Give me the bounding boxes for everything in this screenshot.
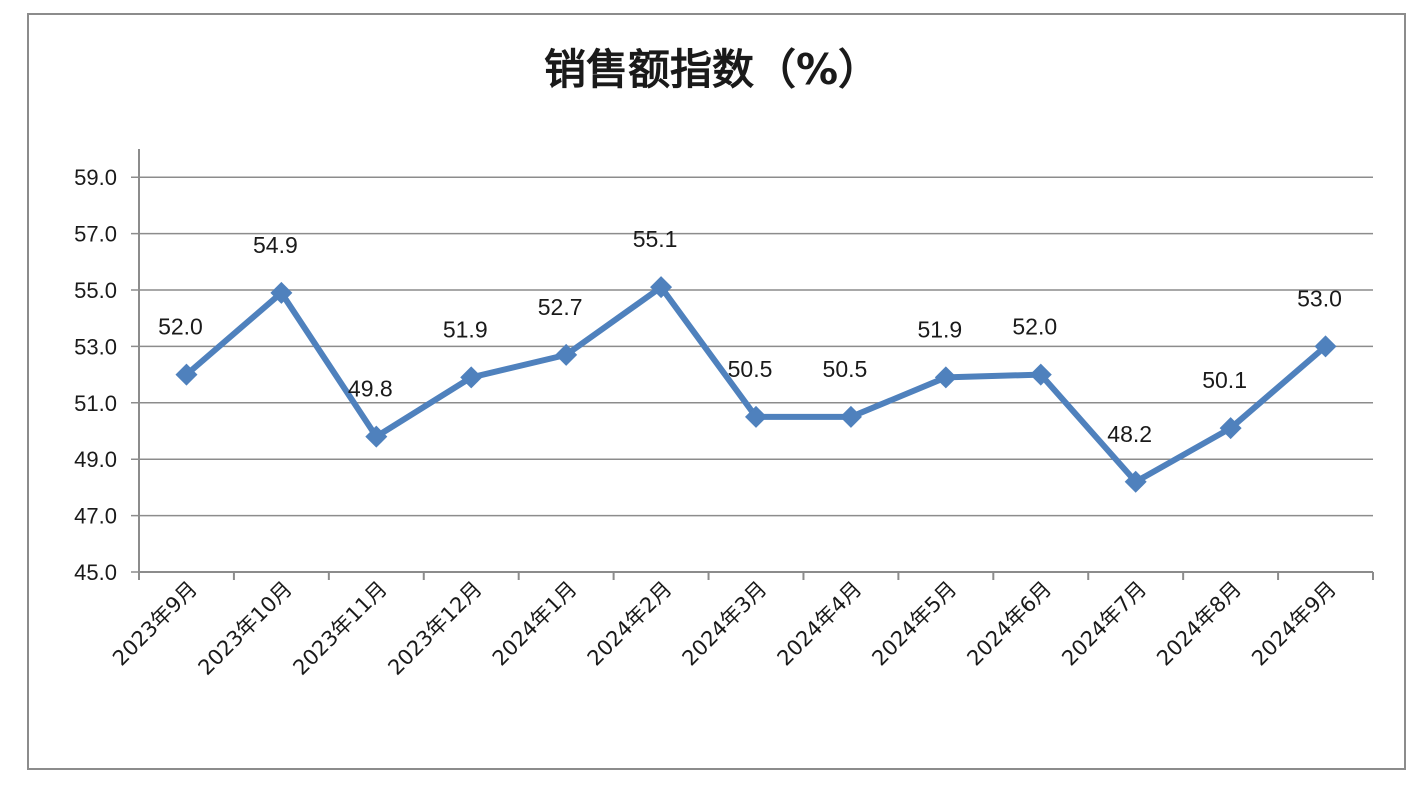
x-tick-label: 2024年5月 (867, 577, 961, 671)
x-tick-label: 2023年10月 (194, 577, 297, 680)
data-label: 52.0 (1012, 314, 1057, 340)
data-label: 49.8 (348, 376, 393, 402)
data-label: 50.1 (1202, 367, 1247, 393)
y-tick-label: 47.0 (74, 504, 117, 529)
data-point-marker (839, 405, 862, 428)
data-point-marker (934, 366, 957, 389)
data-label: 48.2 (1107, 421, 1152, 447)
x-tick-label: 2024年3月 (678, 577, 772, 671)
chart-title: 销售额指数（%） (544, 45, 880, 94)
data-point-marker (555, 343, 578, 366)
data-label: 55.1 (633, 226, 678, 252)
x-tick-label: 2024年1月 (488, 577, 582, 671)
data-point-marker (1124, 470, 1147, 493)
chart-frame (27, 13, 1406, 770)
data-point-marker (460, 366, 483, 389)
x-tick-label: 2023年9月 (108, 577, 202, 671)
data-label: 54.9 (253, 232, 298, 258)
data-point-marker (175, 363, 198, 386)
data-label: 52.7 (538, 294, 583, 320)
data-label: 52.0 (158, 314, 203, 340)
data-point-marker (745, 405, 767, 428)
x-tick-label: 2024年6月 (962, 577, 1056, 671)
x-tick-label: 2024年8月 (1152, 577, 1246, 671)
y-tick-label: 55.0 (74, 278, 117, 303)
y-tick-label: 57.0 (74, 222, 117, 247)
x-tick-label: 2024年7月 (1057, 577, 1151, 671)
data-label: 53.0 (1297, 285, 1342, 311)
data-point-marker (365, 425, 388, 448)
y-tick-label: 49.0 (74, 447, 117, 472)
y-tick-label: 45.0 (74, 560, 117, 585)
y-tick-label: 59.0 (74, 165, 117, 190)
data-label: 50.5 (728, 356, 773, 382)
data-label: 51.9 (917, 316, 962, 342)
data-point-marker (270, 281, 293, 304)
data-point-marker (1029, 363, 1052, 386)
data-point-marker (1219, 417, 1242, 440)
y-tick-label: 53.0 (74, 334, 117, 359)
x-tick-label: 2024年9月 (1247, 577, 1341, 671)
x-tick-label: 2023年12月 (383, 577, 486, 680)
y-tick-label: 51.0 (74, 391, 117, 416)
data-point-marker (650, 276, 673, 299)
x-tick-label: 2023年11月 (288, 577, 391, 680)
data-point-marker (1314, 335, 1337, 358)
x-tick-label: 2024年2月 (583, 577, 677, 671)
x-tick-label: 2024年4月 (773, 577, 867, 671)
data-label: 50.5 (823, 356, 868, 382)
data-label: 51.9 (443, 316, 488, 342)
